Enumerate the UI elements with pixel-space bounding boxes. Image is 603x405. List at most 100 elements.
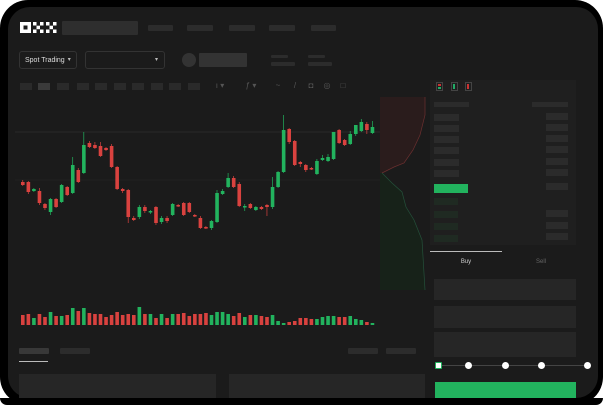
buy-tab[interactable]: Buy <box>460 259 472 265</box>
ask-price <box>434 147 459 154</box>
candle <box>132 218 136 220</box>
candle <box>320 158 325 160</box>
volume-bar <box>165 318 169 325</box>
volume-bar <box>365 322 369 325</box>
orderbook-buy-view-icon[interactable] <box>451 82 458 91</box>
volume-bar <box>181 313 186 325</box>
volume-bar <box>243 317 247 325</box>
buy-tab-underline <box>430 251 502 252</box>
ask-amount <box>546 113 568 120</box>
indicator-icon[interactable]: ƒ ▾ <box>245 81 257 90</box>
chevron-down-icon: ▾ <box>67 57 71 63</box>
nav-item[interactable] <box>269 25 295 31</box>
candle <box>48 199 53 212</box>
price-input[interactable] <box>434 279 576 300</box>
slider-step-25[interactable] <box>465 362 472 369</box>
fullscreen-icon[interactable]: □ <box>340 81 346 90</box>
timeframe-button[interactable] <box>77 83 89 90</box>
settings-icon[interactable]: ◎ <box>323 81 331 90</box>
candle <box>326 157 330 161</box>
volume-bar <box>176 314 180 325</box>
volume-bar <box>326 316 330 325</box>
candle <box>276 172 280 187</box>
tab-open-orders[interactable] <box>19 348 49 354</box>
candle <box>220 191 225 194</box>
nav-item[interactable] <box>187 25 213 31</box>
volume-bar <box>354 319 358 325</box>
candle <box>265 205 269 207</box>
timeframe-button[interactable] <box>20 83 32 90</box>
candle <box>193 215 197 217</box>
volume-bar <box>26 314 31 325</box>
ask-amount <box>546 124 568 131</box>
tab-order-history[interactable] <box>60 348 90 354</box>
timeframe-button[interactable] <box>95 83 107 90</box>
candle <box>270 187 275 207</box>
search-bar[interactable] <box>62 21 138 35</box>
slider-handle[interactable] <box>435 362 442 369</box>
nav-item[interactable] <box>311 25 336 31</box>
ask-amount <box>546 135 568 142</box>
chevron-down-icon: ▾ <box>154 57 158 63</box>
orderbook-both-view-icon[interactable] <box>436 82 443 91</box>
volume-bar <box>87 313 92 325</box>
volume-bar <box>193 314 197 325</box>
candle <box>148 211 153 213</box>
volume-bar <box>198 314 203 325</box>
total-input[interactable] <box>434 332 576 357</box>
volume-bar <box>98 314 103 325</box>
timeframe-button[interactable] <box>114 83 126 90</box>
slider-step-75[interactable] <box>538 362 545 369</box>
timeframe-button[interactable] <box>132 83 144 90</box>
filter-button[interactable] <box>386 348 416 354</box>
slider-track[interactable] <box>440 365 588 366</box>
nav-item[interactable] <box>148 25 173 31</box>
bid-amount <box>546 233 568 240</box>
candle <box>21 182 25 185</box>
okx-logo[interactable] <box>20 21 58 34</box>
timeframe-button[interactable] <box>188 83 200 90</box>
candle <box>143 207 147 211</box>
candle <box>98 146 103 156</box>
volume-bar <box>348 316 353 325</box>
orders-panel <box>19 374 216 398</box>
assets-panel <box>229 374 425 398</box>
camera-icon[interactable]: ◘ <box>308 81 314 90</box>
candlestick-chart[interactable] <box>0 0 430 340</box>
sell-tab[interactable]: Sell <box>535 259 546 265</box>
amount-input[interactable] <box>434 306 576 328</box>
candle-type-icon[interactable]: ı ▾ <box>215 81 225 90</box>
slider-step-100[interactable] <box>584 362 591 369</box>
volume-bar <box>137 307 142 325</box>
volume-bar <box>298 318 303 325</box>
timeframe-button[interactable] <box>151 83 163 90</box>
timeframe-button-active[interactable] <box>38 83 50 90</box>
stat-label <box>308 55 325 58</box>
candle <box>82 145 86 173</box>
timeframe-button[interactable] <box>57 83 69 90</box>
volume-bar <box>292 321 297 325</box>
timeframe-button[interactable] <box>169 83 181 90</box>
ask-amount <box>546 169 568 176</box>
candle <box>65 187 69 195</box>
candle <box>109 146 114 167</box>
nav-item[interactable] <box>229 25 255 31</box>
price-placeholder <box>199 53 247 67</box>
volume-bar <box>265 317 269 325</box>
line-icon[interactable]: ~ <box>275 81 281 90</box>
candle <box>126 190 131 217</box>
pair-select[interactable]: ▾ <box>85 51 165 69</box>
volume-bar <box>237 313 242 325</box>
volume-bar <box>220 312 225 325</box>
volume-bar <box>170 314 175 325</box>
orderbook-sell-view-icon[interactable] <box>465 82 472 91</box>
filter-button[interactable] <box>348 348 378 354</box>
market-type-select[interactable]: Spot Trading ▾ <box>19 51 77 69</box>
buy-button[interactable] <box>435 382 576 398</box>
ruler-icon[interactable]: / <box>293 81 297 90</box>
volume-bar <box>132 315 136 325</box>
bid-amount <box>546 210 568 217</box>
active-tab-underline <box>19 361 48 362</box>
slider-step-50[interactable] <box>502 362 509 369</box>
candle <box>187 203 192 212</box>
